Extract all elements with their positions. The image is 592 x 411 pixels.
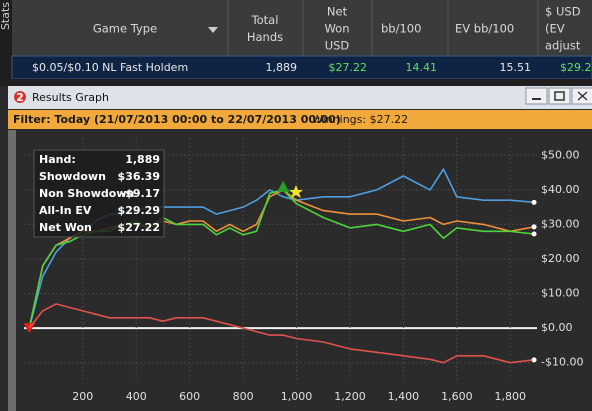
x-tick-label: 1,400 xyxy=(388,390,420,403)
minimize-button[interactable] xyxy=(525,87,548,105)
stats-box: Hand: 1,889 Showdown $36.39 Non Showdown-$9.… xyxy=(33,149,165,238)
filter-text: Filter: Today (21/07/2013 00:00 to 22/07… xyxy=(13,113,341,126)
column-header: $ USD xyxy=(545,5,581,19)
column-header: Game Type xyxy=(93,22,157,36)
side-tab[interactable] xyxy=(0,0,12,80)
window-title: Results Graph xyxy=(32,91,109,104)
x-tick-label: 1,200 xyxy=(334,390,366,403)
window-badge: 2 xyxy=(16,91,24,104)
stats-label: All-In EV xyxy=(39,204,92,217)
y-tick-label: $30.00 xyxy=(541,217,580,230)
column-header: USD xyxy=(325,39,350,53)
table-cell: 15.51 xyxy=(500,61,532,74)
column-header: bb/100 xyxy=(381,22,421,36)
table-cell: $0.05/$0.10 NL Fast Holdem xyxy=(32,61,188,74)
stats-value: $29.29 xyxy=(118,204,160,217)
y-tick-label: $50.00 xyxy=(541,148,580,161)
window-badge-bg xyxy=(14,91,26,103)
end-dot xyxy=(531,231,537,237)
column-header: Won xyxy=(324,22,349,36)
maximize-button[interactable] xyxy=(548,87,571,105)
window-titlebar xyxy=(8,86,592,109)
stats-label: Net Won xyxy=(39,221,92,234)
series-line xyxy=(28,303,535,364)
stats-label: Non Showdown xyxy=(39,187,134,200)
x-tick-label: 1,000 xyxy=(281,390,313,403)
table-cell: $29.29 xyxy=(560,61,592,74)
stats-value: $36.39 xyxy=(118,170,160,183)
x-tick-label: 800 xyxy=(233,390,254,403)
column-header: adjust xyxy=(545,39,581,53)
column-header: (EV xyxy=(545,22,565,36)
stats-label: Showdown xyxy=(39,170,106,183)
y-tick-label: $0.00 xyxy=(541,321,573,334)
filter-bar xyxy=(8,110,592,129)
end-dot xyxy=(531,357,537,363)
dropdown-arrow[interactable] xyxy=(208,27,218,33)
spacer xyxy=(0,79,592,86)
y-tick-label: -$10.00 xyxy=(541,356,583,369)
side-tab-label: Stats xyxy=(0,2,12,30)
column-header: EV bb/100 xyxy=(455,22,514,36)
x-tick-label: 1,800 xyxy=(495,390,527,403)
maximize-icon xyxy=(554,91,565,101)
stats-label: Hand: xyxy=(39,153,76,166)
table-cell: 1,889 xyxy=(266,61,298,74)
x-tick-label: 600 xyxy=(179,390,200,403)
stats-box-bg xyxy=(33,149,165,238)
winnings-text: Winnings: $27.22 xyxy=(312,113,408,126)
window-buttons xyxy=(525,87,592,105)
y-tick-label: $10.00 xyxy=(541,287,580,300)
start-marker xyxy=(23,323,36,334)
column-header: Hands xyxy=(247,30,283,44)
window-edge xyxy=(8,130,16,411)
table-cell: 14.41 xyxy=(406,61,438,74)
x-tick-label: 1,600 xyxy=(441,390,473,403)
end-dot xyxy=(531,224,537,230)
x-tick-label: 200 xyxy=(72,390,93,403)
table-header xyxy=(0,0,592,56)
y-tick-label: $40.00 xyxy=(541,183,580,196)
star-marker xyxy=(289,185,303,198)
column-header: Total xyxy=(251,13,279,27)
table-cell: $27.22 xyxy=(329,61,368,74)
stats-value: $27.22 xyxy=(118,221,160,234)
stats-value: 1,889 xyxy=(125,153,160,166)
end-dot xyxy=(531,199,537,205)
peak-marker xyxy=(277,180,290,192)
y-tick-label: $20.00 xyxy=(541,252,580,265)
column-header: Net xyxy=(327,5,348,19)
stats-value: -$9.17 xyxy=(121,187,160,200)
close-icon xyxy=(577,91,588,101)
x-tick-label: 400 xyxy=(126,390,147,403)
